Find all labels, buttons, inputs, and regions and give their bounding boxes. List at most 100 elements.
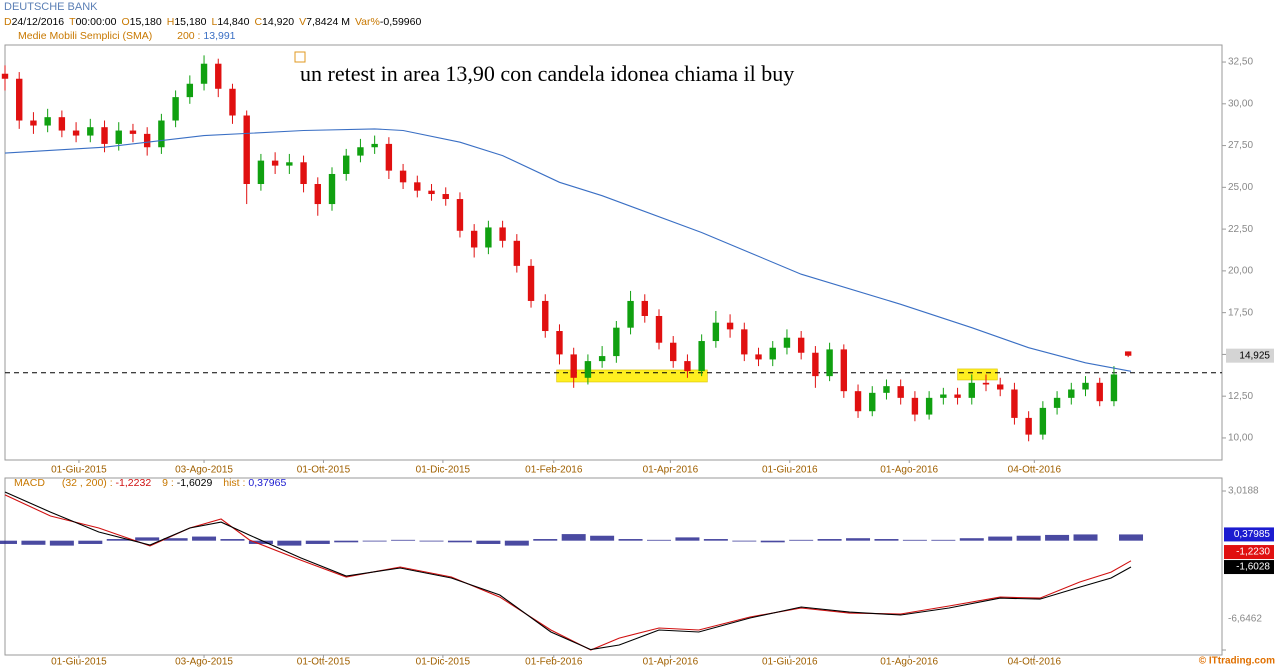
sma-legend: Medie Mobili Semplici (SMA) 200 : 13,991 <box>18 30 236 42</box>
hist-bar <box>163 538 188 541</box>
candle-body <box>143 133 151 148</box>
candle-body <box>399 170 407 183</box>
candle-body <box>271 160 279 166</box>
hist-bar <box>220 539 245 541</box>
candle-body <box>812 352 819 377</box>
y-tick-label: 25,00 <box>1228 182 1253 193</box>
candle-body <box>158 120 165 148</box>
sma-period: 200 : <box>177 30 201 42</box>
quote-value: -0,59960 <box>379 16 422 28</box>
x-tick-label: 01-Ott-2015 <box>297 465 351 476</box>
candle-body <box>456 199 464 231</box>
hist-bar <box>533 539 558 541</box>
candle-body <box>30 120 37 126</box>
hist-bar <box>732 540 757 542</box>
candle-body <box>357 147 364 156</box>
x-tick-label: 01-Giu-2016 <box>762 657 818 668</box>
hist-bar <box>106 539 131 541</box>
candle-body <box>1082 382 1089 390</box>
hist-bar <box>988 536 1013 541</box>
hist-bar <box>135 537 160 541</box>
candle-body <box>840 349 848 392</box>
y-tick-label: 20,00 <box>1228 266 1253 277</box>
candle-body <box>343 155 350 174</box>
candle-body <box>115 130 122 144</box>
candle-body <box>1110 374 1118 402</box>
macd-panel <box>4 477 1223 656</box>
candle-body <box>1 73 9 79</box>
y-tick-label: 12,50 <box>1228 391 1253 402</box>
hist-bar <box>1073 534 1098 541</box>
quote-key: C <box>254 16 263 28</box>
candle-body <box>1025 417 1032 435</box>
candle-body <box>257 160 265 185</box>
macd-title: MACD <box>14 477 45 489</box>
candle-body <box>826 349 833 377</box>
candle-body <box>328 173 336 205</box>
candle-body <box>670 342 677 362</box>
candle-body <box>570 354 577 378</box>
hist-bar <box>192 536 217 541</box>
sma-line <box>4 128 1132 372</box>
x-tick-label: 04-Ott-2016 <box>1008 465 1062 476</box>
hist-bar <box>447 540 472 543</box>
x-tick-label: 01-Apr-2016 <box>643 465 699 476</box>
y-tick-label: 3,0188 <box>1228 486 1259 497</box>
candle-body <box>684 361 691 372</box>
candle-body <box>940 394 947 398</box>
y-tick-label: -6,6462 <box>1228 614 1262 625</box>
quote-key: V <box>299 16 307 28</box>
candle-body <box>712 322 720 342</box>
quote-key: D <box>4 16 12 28</box>
x-tick-label: 01-Dic-2015 <box>416 465 471 476</box>
candle-body <box>101 127 108 144</box>
candle-body <box>997 384 1004 390</box>
quote-value: 24/12/2016 <box>11 16 65 28</box>
candle-body <box>414 182 421 191</box>
sma-value: 13,991 <box>203 30 236 42</box>
candle-body <box>911 397 919 415</box>
quote-key: L <box>211 16 218 28</box>
quote-value: 14,840 <box>217 16 250 28</box>
signal-params: 9 : <box>162 477 174 489</box>
candle-body <box>641 300 648 316</box>
hist-bar <box>419 540 444 542</box>
candle-body <box>16 78 23 121</box>
hist-bar <box>817 539 842 541</box>
candle-body <box>897 386 904 398</box>
candle-body <box>286 162 293 166</box>
candle-body <box>968 382 975 398</box>
candle-body <box>243 115 250 185</box>
hist-bar <box>874 539 899 541</box>
candle-body <box>215 63 222 89</box>
hist-bar <box>675 537 700 541</box>
highlight-zone <box>556 369 708 383</box>
candle-body <box>741 329 748 355</box>
hist-bar <box>0 540 17 544</box>
hist-value: 0,37965 <box>248 477 287 489</box>
quote-key: H <box>166 16 175 28</box>
candle-body <box>300 162 307 185</box>
candle-body <box>869 392 876 412</box>
end-value-box <box>1224 560 1274 575</box>
candle-body <box>513 240 521 266</box>
hist-bar <box>590 535 615 541</box>
highlight-zone <box>957 368 998 381</box>
signal-line <box>4 491 1132 651</box>
hist-bar <box>277 540 302 546</box>
candle-body <box>442 194 449 200</box>
y-tick-label: 17,50 <box>1228 307 1253 318</box>
quote-key: T <box>69 16 76 28</box>
annotation: un retest in area 13,90 con candela idon… <box>300 61 794 86</box>
quote-key: O <box>121 16 130 28</box>
quote-value: 7,8424 M <box>306 16 350 28</box>
candle-body <box>613 327 620 357</box>
last-price-box <box>1226 348 1274 363</box>
candle-body <box>1011 389 1018 418</box>
candle-body <box>385 143 393 171</box>
hist-bar <box>248 540 273 544</box>
quote-value: 00:00:00 <box>75 16 117 28</box>
macd-legend: MACD (32 , 200) : -1,2232 9 : -1,6029 hi… <box>14 477 286 489</box>
x-tick-label: 01-Giu-2015 <box>51 465 107 476</box>
